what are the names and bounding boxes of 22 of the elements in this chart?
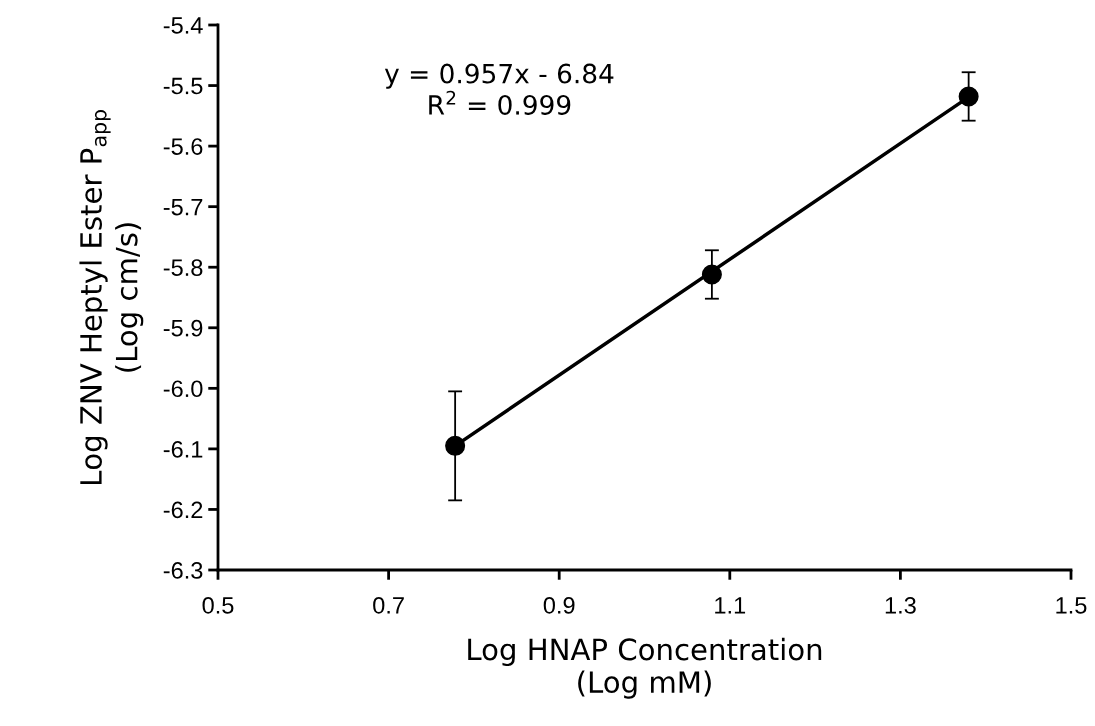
point [958,86,979,107]
y-tick-label: -6.0 [163,380,203,398]
x-tick-label: 0.5 [202,597,234,614]
y-tick-label: -6.3 [163,562,203,579]
x-tick-label: 1.1 [715,597,746,614]
point [701,264,722,285]
y-tick-label: -5.6 [163,138,203,155]
x-axis-title: Log HNAP Concentration (Log mM) [468,637,822,699]
text: Log ZNV Heptyl Ester P$_{app}$ (Log cm/s) [79,110,144,485]
x-tick-label: 1.5 [1056,597,1087,614]
point [445,435,466,456]
y-tick-label: -5.7 [163,198,203,216]
annotation: y = 0.957x - 6.84 R$^{2}$ = 0.999 [384,63,614,115]
y-tick-label: -5.5 [163,77,203,95]
y-tick-label: -5.9 [163,319,203,337]
y-tick-label: -5.4 [163,17,203,34]
y-tick-label: -6.1 [163,440,203,458]
x-tick-label: 1.3 [885,597,916,614]
x-tick-label: 0.9 [543,597,575,614]
x-tick-label: 0.7 [373,597,404,614]
y-tick-label: -5.8 [163,259,203,277]
y-tick-label: -6.2 [163,501,203,519]
